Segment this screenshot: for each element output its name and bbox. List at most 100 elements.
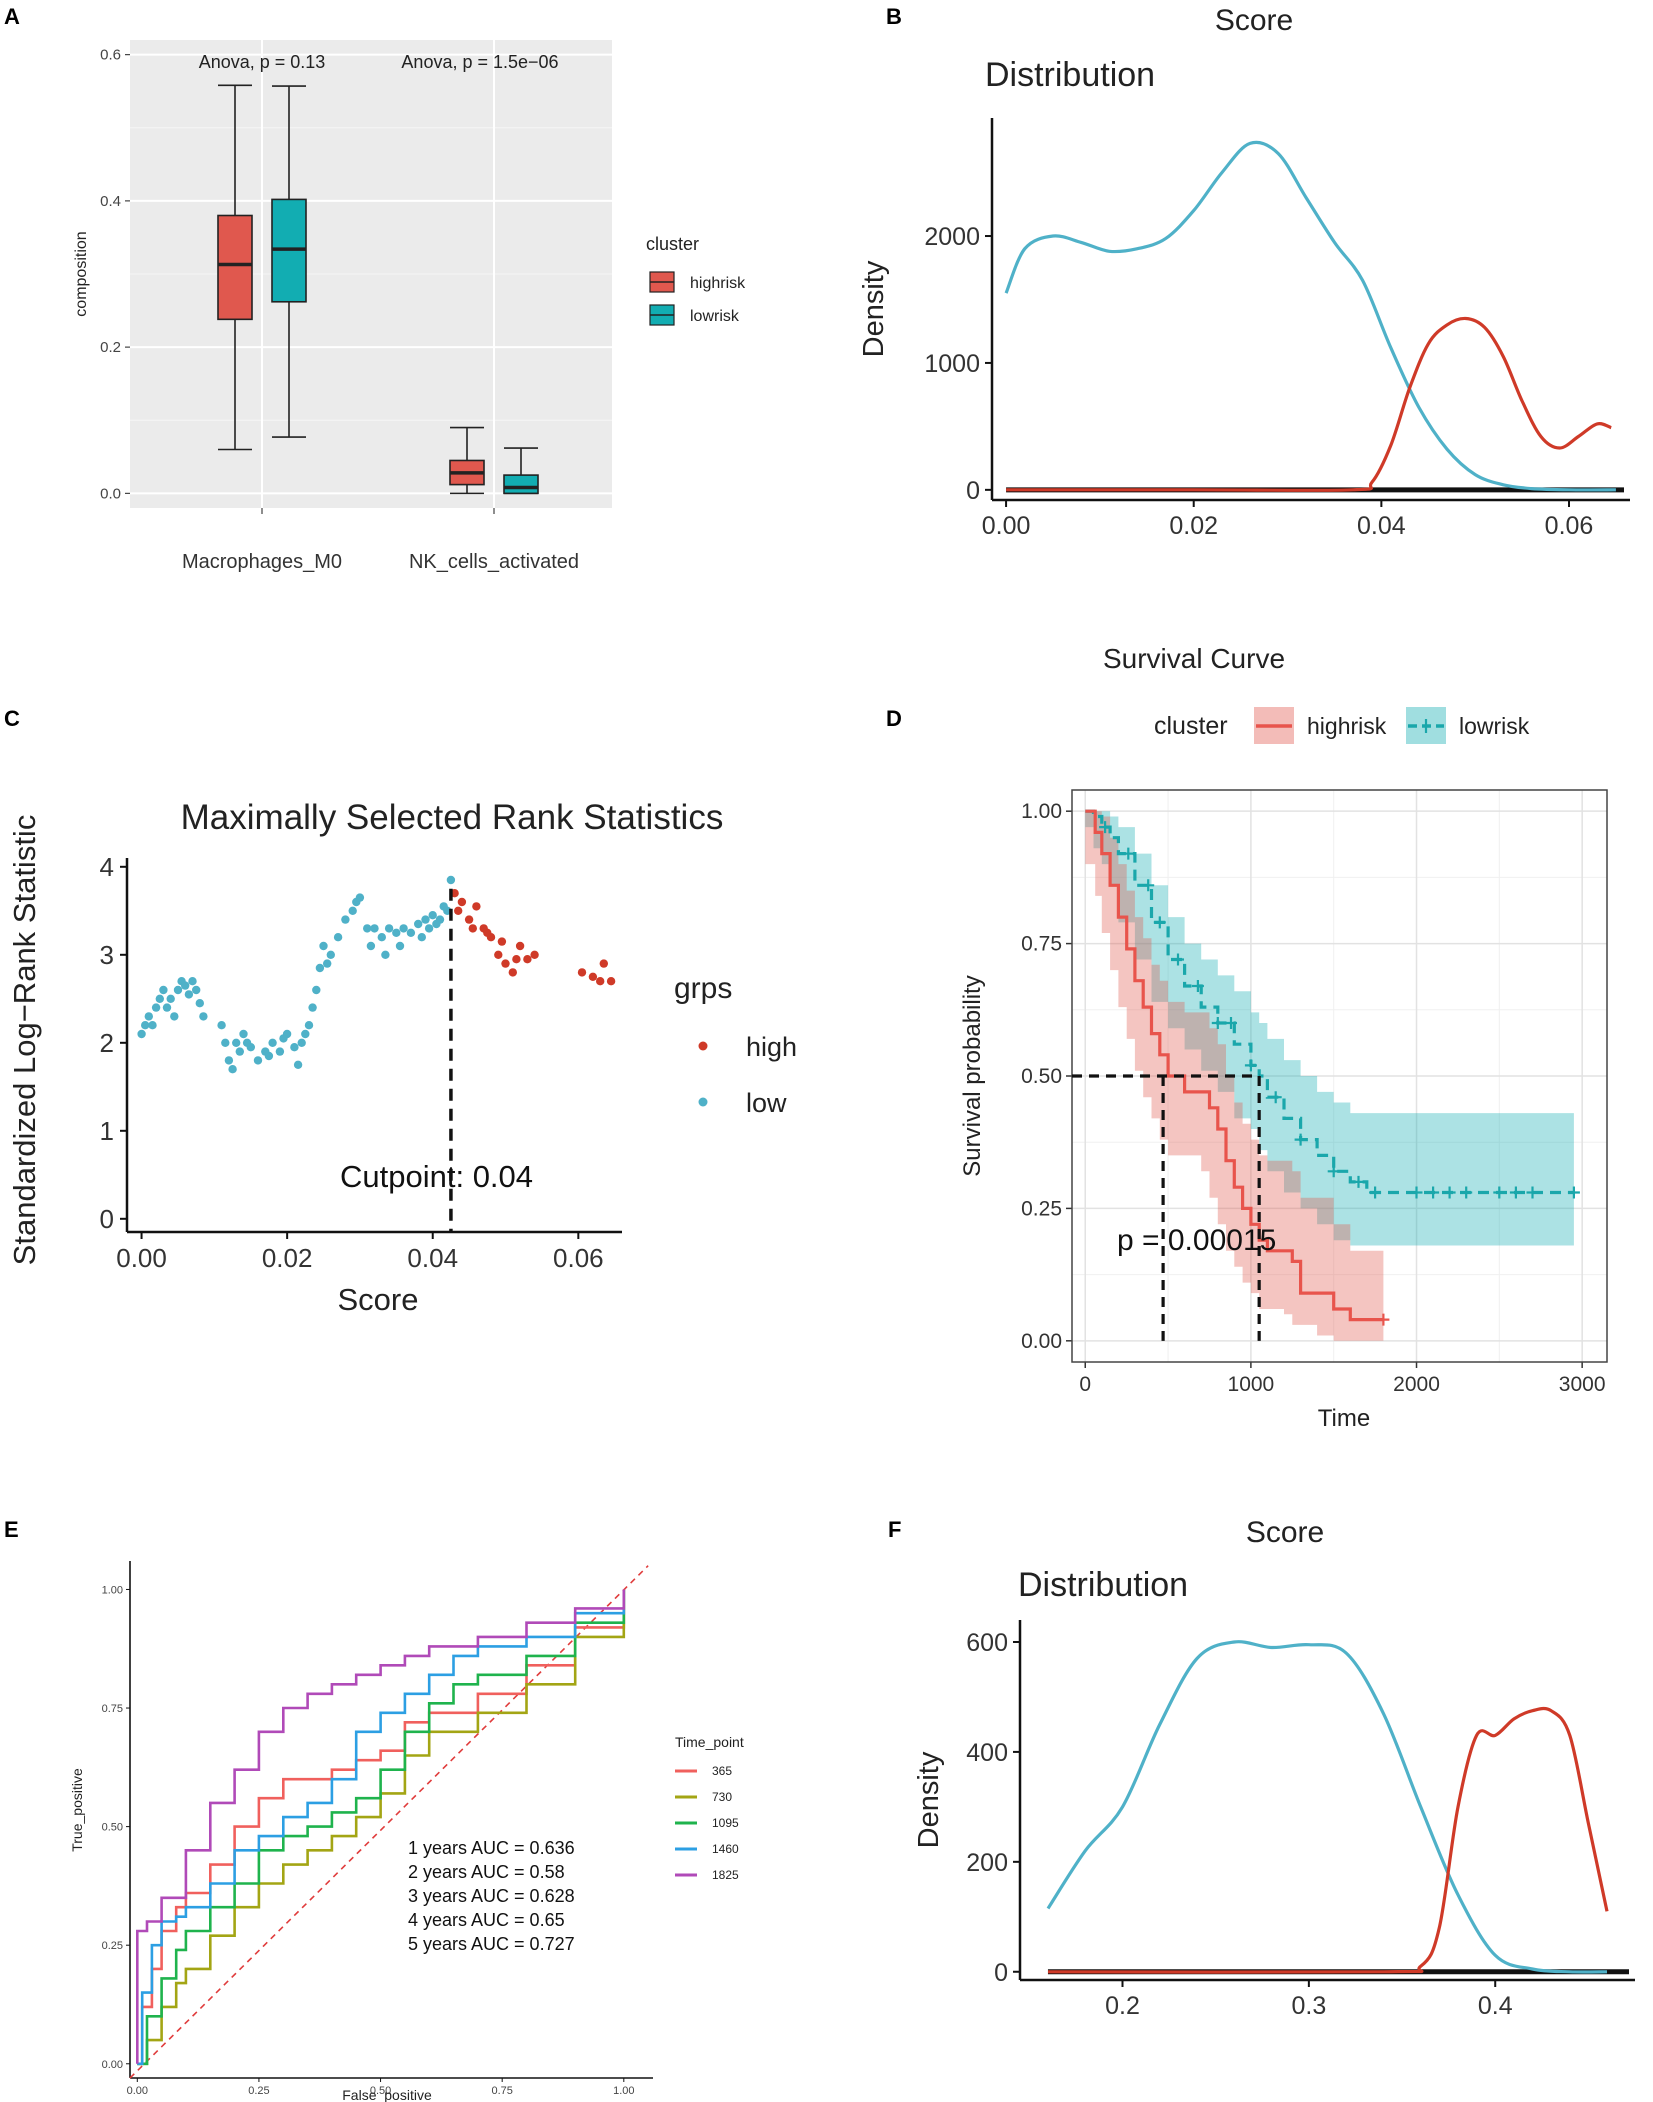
- scatter-point-high: [515, 941, 525, 951]
- scatter-point-low: [155, 994, 164, 1003]
- y-tick-label: 0.75: [102, 1703, 123, 1715]
- panel-label-D: D: [886, 706, 902, 731]
- scatter-point-low: [173, 985, 183, 995]
- density-curve-lowrisk: [1004, 140, 1616, 492]
- legend-label: 1095: [712, 1816, 739, 1830]
- scatter-point-high: [606, 977, 616, 986]
- scatter-point-low: [166, 994, 175, 1003]
- scatter-point-low: [428, 911, 437, 920]
- censor-mark-lowrisk: [1352, 1175, 1365, 1188]
- scatter-point-high: [501, 959, 510, 968]
- scatter-point-low: [148, 1020, 157, 1030]
- censor-mark-lowrisk: [1211, 1017, 1224, 1029]
- y-tick-label: 1000: [924, 350, 980, 378]
- censor-mark-lowrisk: [1327, 1165, 1340, 1178]
- y-tick-label: 200: [966, 1849, 1008, 1877]
- y-tick-label: 0.2: [100, 339, 121, 356]
- legend-label: highrisk: [1307, 713, 1387, 739]
- scatter-point-low: [424, 924, 434, 933]
- roc-curve-1095: [137, 1589, 626, 2066]
- legend-title: cluster: [646, 234, 699, 254]
- y-tick-label: 2: [100, 1028, 114, 1058]
- y-tick-label: 0.00: [102, 2059, 123, 2071]
- density-curve-highrisk: [1047, 1706, 1609, 1974]
- scatter-point-low: [363, 924, 372, 933]
- scatter-point-high: [596, 977, 605, 986]
- auc-label: 4 years AUC = 0.65: [408, 1910, 565, 1930]
- survival-curve-highrisk: [1085, 809, 1384, 1322]
- scatter-point-high: [494, 950, 503, 959]
- scatter-point-low: [162, 1003, 172, 1012]
- scatter-point-high: [588, 972, 598, 981]
- y-axis-label: True_positive: [69, 1768, 85, 1852]
- y-axis-label: Standardized Log−Rank Statistic: [7, 815, 42, 1266]
- scatter-point-low: [341, 915, 350, 924]
- scatter-point-high: [454, 906, 463, 915]
- scatter-point-low: [192, 985, 201, 995]
- scatter-point-low: [221, 1038, 230, 1048]
- scatter-point-low: [293, 1060, 303, 1070]
- y-tick-label: 2000: [924, 223, 980, 251]
- x-tick-label: 3000: [1559, 1373, 1606, 1396]
- y-tick-label: 0.50: [1021, 1065, 1062, 1088]
- x-tick-label: 0.02: [1169, 512, 1218, 540]
- legend-label: lowrisk: [690, 308, 740, 325]
- median-survival-lines: [1072, 1074, 1261, 1341]
- scatter-point-low: [381, 950, 390, 959]
- chart-marks: A 0.0 0.2 0.4 0.6 Macrophages_M0 Anova, p = 0.…: [4, 4, 1635, 2102]
- x-axis-label: Time: [1318, 1405, 1370, 1432]
- legend-label: high: [746, 1032, 797, 1062]
- legend-label: 1460: [712, 1842, 739, 1856]
- panel-label-E: E: [4, 1517, 19, 1542]
- scatter-point-high: [512, 955, 521, 964]
- legend-label: 730: [712, 1790, 732, 1804]
- legend-title: cluster: [1154, 712, 1228, 740]
- x-tick-label: 0.25: [248, 2085, 269, 2097]
- legend-label: low: [746, 1088, 787, 1118]
- legend-key-low: [698, 1097, 708, 1107]
- censor-mark-lowrisk: [1099, 821, 1112, 834]
- roc-curve-365: [137, 1589, 626, 2066]
- legend-label: lowrisk: [1459, 713, 1530, 739]
- legend-label: 1825: [712, 1868, 739, 1882]
- y-tick-label: 0.25: [1021, 1197, 1062, 1220]
- scatter-point-low: [184, 990, 194, 999]
- y-tick-label: 0: [994, 1959, 1008, 1987]
- scatter-point-low: [333, 933, 343, 942]
- confidence-band-lowrisk: [1085, 811, 1574, 1246]
- chart-title: Maximally Selected Rank Statistics: [181, 798, 724, 837]
- scatter-point-low: [151, 1003, 161, 1012]
- scatter-point-low: [395, 941, 405, 951]
- x-tick-label: 0.06: [1545, 512, 1594, 540]
- roc-curve-1460: [137, 1589, 626, 2066]
- y-tick-label: 1.00: [102, 1584, 123, 1596]
- censor-mark-lowrisk: [1567, 1186, 1580, 1199]
- censor-mark-lowrisk: [1410, 1186, 1423, 1199]
- censor-mark-lowrisk: [1443, 1186, 1456, 1199]
- scatter-point-low: [290, 1043, 299, 1052]
- auc-label: 5 years AUC = 0.727: [408, 1934, 575, 1954]
- chart-subtitle: Distribution: [985, 56, 1155, 94]
- confidence-band-highrisk: [1085, 811, 1384, 1341]
- x-tick-label: 0.00: [116, 1243, 167, 1273]
- scatter-point-low: [170, 1012, 179, 1021]
- scatter-point-low: [228, 1065, 237, 1074]
- scatter-point-low: [384, 924, 394, 933]
- x-category-label: NK_cells_activated: [409, 551, 579, 573]
- auc-label: 1 years AUC = 0.636: [408, 1838, 575, 1858]
- censor-mark-lowrisk: [1172, 953, 1184, 966]
- y-tick-label: 0.6: [100, 47, 121, 64]
- scatter-point-low: [232, 1038, 241, 1048]
- scatter-point-low: [446, 875, 456, 885]
- censor-mark-lowrisk: [1526, 1186, 1539, 1199]
- scatter-point-low: [414, 919, 423, 929]
- scatter-point-low: [326, 950, 335, 959]
- y-tick-label: 1.00: [1021, 800, 1062, 823]
- censor-mark-lowrisk: [1244, 1059, 1257, 1072]
- scatter-point-low: [399, 924, 408, 933]
- scatter-point-high: [530, 950, 539, 959]
- scatter-point-low: [392, 928, 401, 937]
- scatter-point-low: [315, 963, 325, 973]
- scatter-point-high: [457, 897, 467, 907]
